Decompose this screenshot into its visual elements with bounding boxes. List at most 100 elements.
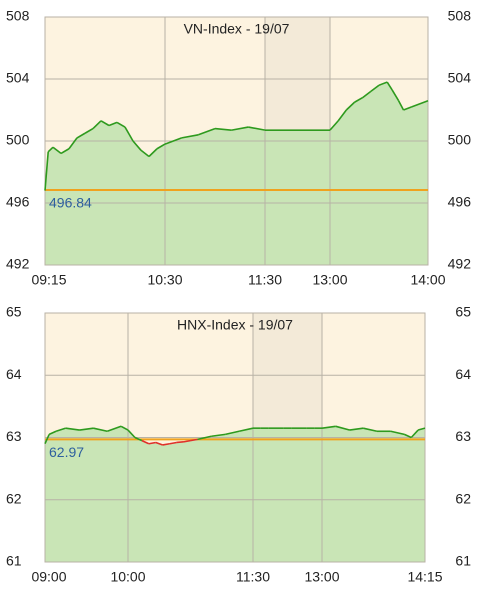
y-tick-label: 61: [6, 553, 22, 569]
line-segment: [410, 429, 419, 439]
line-segment: [48, 430, 57, 436]
y2-tick-label: 61: [455, 553, 471, 569]
x-tick-label: 13:00: [304, 569, 339, 585]
y-tick-label: 492: [6, 256, 30, 272]
line-segment: [148, 148, 158, 158]
line-segment: [386, 81, 393, 91]
line-segment: [140, 149, 150, 158]
line-segment: [162, 442, 170, 446]
line-segment: [211, 433, 226, 438]
line-segment: [329, 120, 339, 131]
line-segment: [169, 441, 177, 445]
y2-tick-label: 508: [448, 8, 472, 24]
line-segment: [197, 435, 212, 441]
x-tick-label: 13:00: [312, 272, 347, 288]
line-segment: [354, 96, 364, 103]
y2-tick-label: 504: [448, 70, 472, 86]
line-segment: [176, 441, 184, 444]
line-segment: [120, 425, 129, 431]
plot-border: [44, 16, 429, 266]
line-segment: [55, 427, 66, 433]
x-tick-label: 14:15: [407, 569, 442, 585]
line-segment: [390, 430, 405, 436]
x-tick-label: 09:15: [31, 272, 66, 288]
y-tick-label: 508: [6, 8, 30, 24]
line-segment: [417, 427, 426, 431]
area: [45, 426, 425, 562]
line-segment: [65, 427, 80, 431]
line-segment: [183, 439, 191, 443]
line-segment: [155, 441, 163, 446]
line-segment: [198, 127, 216, 136]
line-segment: [134, 436, 143, 442]
line-segment: [148, 441, 156, 445]
line-segment: [164, 137, 182, 145]
y2-tick-label: 492: [448, 256, 472, 272]
line-segment: [411, 99, 429, 108]
x-tick-label: 11:30: [248, 272, 282, 288]
reference-label: 496.84: [49, 195, 92, 211]
line-segment: [84, 127, 94, 134]
line-segment: [214, 127, 232, 131]
y2-tick-label: 500: [448, 132, 472, 148]
line-segment: [124, 126, 134, 142]
y-tick-label: 65: [6, 304, 22, 320]
y-tick-label: 62: [6, 490, 22, 506]
line-segment: [397, 100, 405, 111]
line-segment: [79, 427, 94, 431]
line-segment: [132, 140, 142, 151]
y-tick-label: 496: [6, 194, 30, 210]
line-segment: [345, 101, 356, 111]
line-segment: [93, 427, 108, 433]
line-segment: [76, 132, 86, 139]
line-segment: [404, 433, 412, 439]
line-segment: [100, 120, 110, 127]
line-segment: [92, 120, 102, 130]
y-tick-label: 64: [6, 366, 22, 382]
y2-tick-label: 62: [455, 490, 471, 506]
y2-tick-label: 65: [455, 304, 471, 320]
y2-tick-label: 496: [448, 194, 472, 210]
line-segment: [127, 429, 136, 439]
line-segment: [60, 148, 70, 155]
line-segment: [68, 137, 78, 150]
chart-title: HNX-Index - 19/07: [177, 317, 293, 333]
x-tick-label: 10:00: [110, 569, 145, 585]
line-segment: [378, 81, 388, 86]
line-segment: [44, 434, 50, 445]
line-segment: [337, 109, 347, 122]
line-segment: [47, 146, 54, 153]
line-segment: [238, 427, 254, 433]
line-segment: [116, 121, 126, 128]
y2-tick-label: 63: [455, 428, 471, 444]
plot-border: [44, 312, 426, 563]
y-tick-label: 63: [6, 428, 22, 444]
line-segment: [363, 427, 378, 433]
line-segment: [362, 90, 372, 99]
line-segment: [190, 438, 198, 442]
line-segment: [349, 427, 364, 431]
line-segment: [108, 121, 118, 127]
y2-tick-label: 64: [455, 366, 471, 382]
line-segment: [106, 425, 122, 433]
line-segment: [141, 439, 150, 445]
line-segment: [181, 134, 199, 139]
line-segment: [44, 151, 49, 191]
line-segment: [321, 425, 336, 429]
y-tick-label: 504: [6, 70, 30, 86]
line-segment: [231, 126, 249, 131]
line-segment: [335, 425, 350, 431]
line-segment: [370, 84, 380, 93]
reference-label: 62.97: [49, 444, 84, 460]
line-segment: [403, 106, 412, 111]
x-tick-label: 14:00: [410, 272, 445, 288]
x-tick-label: 10:30: [147, 272, 182, 288]
x-tick-label: 09:00: [31, 569, 66, 585]
line-segment: [391, 89, 400, 102]
line-segment: [248, 126, 266, 131]
line-segment: [52, 146, 62, 155]
line-segment: [156, 143, 166, 150]
x-tick-label: 11:30: [236, 569, 270, 585]
y-tick-label: 500: [6, 132, 30, 148]
